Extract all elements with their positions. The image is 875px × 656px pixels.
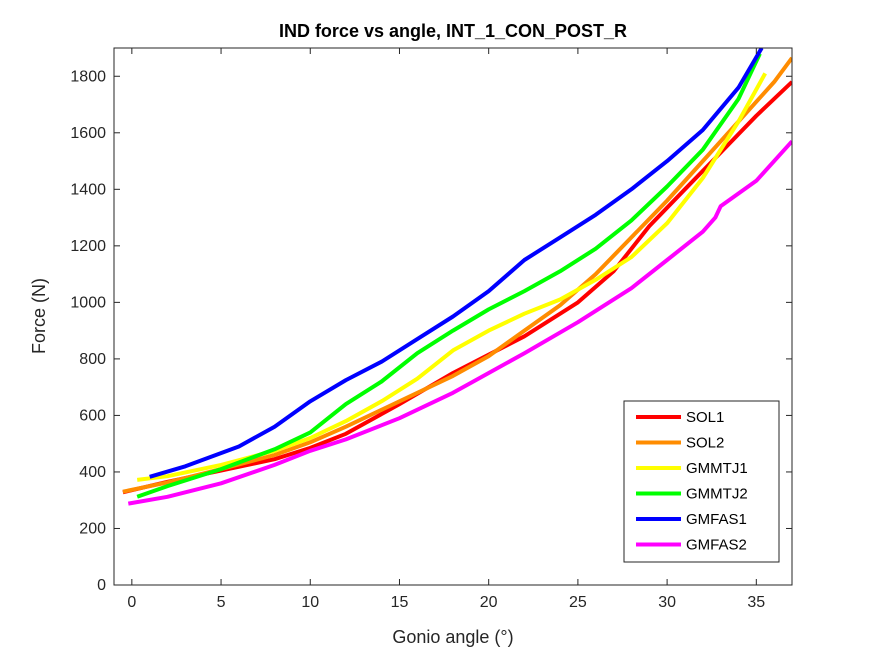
x-tick-label: 30: [658, 594, 676, 611]
legend-label: GMFAS2: [686, 537, 747, 554]
y-axis-label: Force (N): [29, 278, 49, 354]
series-line-gmfas2: [127, 139, 792, 506]
series-line-sol2: [122, 56, 792, 494]
legend-label: SOL2: [686, 435, 724, 452]
axes-box: [113, 47, 793, 586]
x-tick-label: 15: [391, 594, 409, 611]
legend-label: GMFAS1: [686, 511, 747, 528]
legend-box: [623, 400, 780, 563]
y-tick-label: 200: [79, 520, 106, 537]
x-tick-label: 5: [217, 594, 226, 611]
x-axis-label: Gonio angle (°): [392, 627, 513, 647]
x-tick-label: 10: [301, 594, 319, 611]
legend-label: SOL1: [686, 409, 724, 426]
ticks-layer: 0 5 10 15 20 25 30 35 0 200 400 600 800 1000 1200 1400 1…: [70, 48, 792, 611]
y-tick-label: 1000: [70, 294, 106, 311]
legend-label: GMMTJ1: [686, 460, 748, 477]
y-tick-label: 0: [97, 577, 106, 594]
y-tick-label: 1200: [70, 238, 106, 255]
y-tick-label: 600: [79, 407, 106, 424]
legend-label: GMMTJ2: [686, 486, 748, 503]
series-layer: [122, 48, 792, 506]
series-line-gmmtj2: [136, 52, 762, 499]
y-tick-label: 1400: [70, 181, 106, 198]
legend: SOL1 SOL2 GMMTJ1 GMMTJ2 GMFAS1 GMFAS2: [623, 400, 780, 563]
y-tick-label: 800: [79, 351, 106, 368]
y-tick-label: 1800: [70, 68, 106, 85]
y-tick-label: 400: [79, 464, 106, 481]
chart-title: IND force vs angle, INT_1_CON_POST_R: [279, 21, 627, 41]
x-tick-label: 0: [127, 594, 136, 611]
x-tick-label: 25: [569, 594, 587, 611]
x-tick-label: 35: [747, 594, 765, 611]
y-tick-label: 1600: [70, 125, 106, 142]
series-line-gmfas1: [149, 48, 764, 479]
x-tick-label: 20: [480, 594, 498, 611]
